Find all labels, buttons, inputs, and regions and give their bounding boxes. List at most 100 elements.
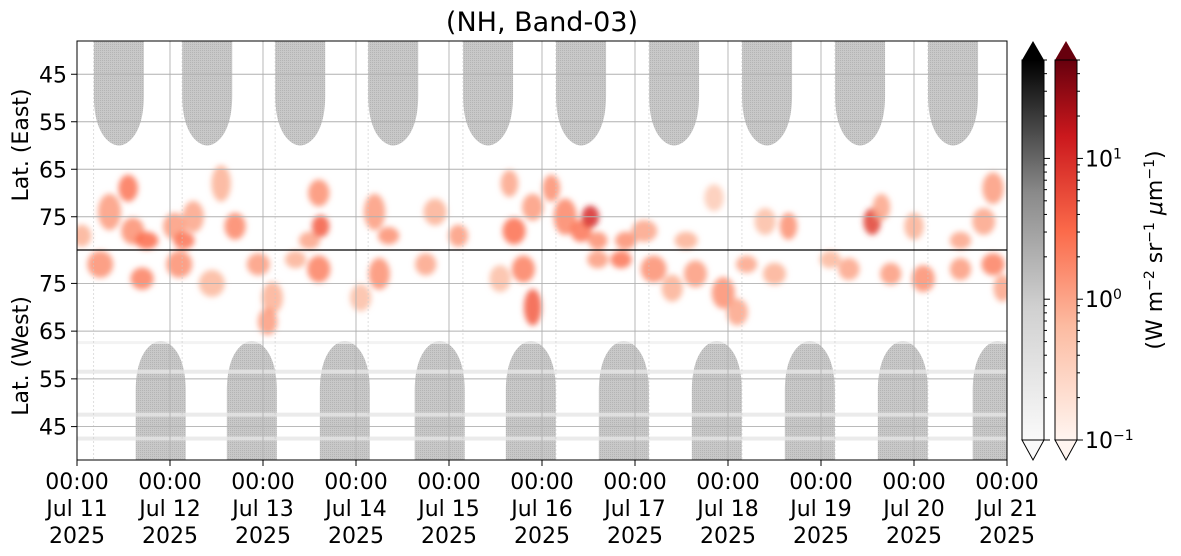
night-blocks-upper bbox=[93, 41, 979, 146]
intensity-blob bbox=[298, 231, 321, 250]
x-tick-label: 00:00 bbox=[417, 470, 480, 495]
intensity-blob bbox=[661, 274, 683, 302]
intensity-blob bbox=[523, 288, 542, 326]
x-tick-label: 00:00 bbox=[975, 470, 1038, 495]
intensity-blob bbox=[872, 193, 891, 221]
x-tick-label: 00:00 bbox=[603, 470, 666, 495]
intensity-blob bbox=[224, 212, 246, 240]
intensity-blob bbox=[711, 277, 735, 309]
intensity-blob bbox=[368, 257, 390, 290]
intensity-blob bbox=[135, 231, 159, 250]
x-tick-label: Jul 19 bbox=[788, 497, 852, 522]
intensity-blob bbox=[610, 250, 632, 269]
chart-title: (NH, Band-03) bbox=[446, 7, 638, 38]
y-tick-label: 65 bbox=[39, 320, 67, 345]
y-tick-label: 45 bbox=[39, 416, 67, 441]
intensity-blob bbox=[981, 253, 1005, 276]
colorbar-reds-extend-top bbox=[1055, 41, 1077, 60]
intensity-blob bbox=[972, 208, 996, 235]
intensity-blob bbox=[284, 250, 307, 269]
intensity-blob bbox=[448, 224, 469, 247]
intensity-blob bbox=[982, 172, 1004, 205]
y-tick-label: 75 bbox=[39, 272, 67, 297]
intensity-blob bbox=[173, 231, 195, 250]
intensity-blob bbox=[779, 212, 798, 240]
night-block bbox=[835, 41, 886, 146]
intensity-blob bbox=[415, 253, 437, 276]
night-block bbox=[556, 41, 607, 146]
night-block bbox=[972, 341, 1007, 460]
intensity-blobs bbox=[77, 165, 1007, 336]
x-tick-label: 00:00 bbox=[510, 470, 573, 495]
x-tick-label: 2025 bbox=[328, 524, 384, 549]
intensity-blob bbox=[704, 184, 724, 212]
intensity-blob bbox=[588, 231, 608, 250]
y-label-upper: Lat. (East) bbox=[9, 89, 34, 202]
intensity-blob bbox=[726, 298, 748, 326]
night-block bbox=[182, 41, 233, 146]
intensity-blob bbox=[542, 174, 561, 202]
night-block bbox=[135, 341, 186, 460]
x-tick-label: 2025 bbox=[607, 524, 663, 549]
intensity-blob bbox=[130, 267, 154, 290]
intensity-blob bbox=[489, 265, 511, 293]
night-block bbox=[691, 341, 742, 460]
colorbar-label: (W m−2 sr−1 μm−1) bbox=[1142, 150, 1168, 349]
colorbar-reds-extend-bottom bbox=[1054, 439, 1078, 462]
colorbar-tick-label: 101 bbox=[1085, 146, 1122, 172]
x-tick-label: 00:00 bbox=[696, 470, 759, 495]
intensity-blob bbox=[587, 250, 609, 269]
colorbar-reds bbox=[1054, 41, 1083, 462]
colorbar-greys-extend-bottom bbox=[1021, 439, 1045, 462]
x-tick-label: 2025 bbox=[886, 524, 942, 549]
night-block bbox=[598, 341, 649, 460]
colorbar-tick-label: 100 bbox=[1085, 287, 1122, 313]
intensity-blob bbox=[993, 274, 1007, 302]
colorbar-reds-body bbox=[1054, 59, 1078, 441]
night-block bbox=[784, 341, 835, 460]
intensity-blob bbox=[880, 262, 902, 286]
night-block bbox=[928, 41, 979, 146]
x-tick-label: Jul 20 bbox=[881, 497, 945, 522]
night-block bbox=[505, 341, 556, 460]
intensity-blob bbox=[97, 193, 122, 231]
night-block bbox=[93, 41, 144, 146]
intensity-blob bbox=[674, 231, 698, 250]
night-block bbox=[275, 41, 326, 146]
intensity-blob bbox=[261, 281, 283, 314]
colorbar-greys-extend-top bbox=[1022, 41, 1044, 60]
x-tick-label: Jul 21 bbox=[974, 497, 1038, 522]
x-tick-label: Jul 12 bbox=[137, 497, 201, 522]
intensity-blob bbox=[502, 217, 526, 245]
intensity-blob bbox=[500, 170, 519, 197]
x-tick-label: 00:00 bbox=[324, 470, 387, 495]
y-tick-label: 65 bbox=[39, 158, 67, 183]
colorbar-tick-labels: 101 100 10−1 bbox=[1085, 146, 1134, 454]
x-tick-label: Jul 17 bbox=[602, 497, 666, 522]
intensity-blob bbox=[308, 179, 330, 207]
y-ticks-upper: 45 55 65 75 bbox=[39, 63, 77, 231]
x-tick-label: Jul 16 bbox=[509, 497, 573, 522]
intensity-blob bbox=[735, 255, 758, 274]
y-tick-label: 55 bbox=[39, 111, 67, 136]
intensity-blob bbox=[423, 198, 447, 226]
night-block bbox=[742, 41, 793, 146]
intensity-blob bbox=[87, 250, 114, 278]
night-block bbox=[368, 41, 419, 146]
intensity-blob bbox=[683, 260, 708, 288]
x-tick-label: 00:00 bbox=[45, 470, 108, 495]
intensity-blob bbox=[77, 224, 92, 247]
intensity-blob bbox=[377, 227, 400, 245]
x-tick-label: 00:00 bbox=[138, 470, 201, 495]
x-tick-label: Jul 15 bbox=[416, 497, 480, 522]
x-tick-label: 2025 bbox=[793, 524, 849, 549]
x-tick-label: 2025 bbox=[514, 524, 570, 549]
x-tick-label: 2025 bbox=[979, 524, 1035, 549]
x-tick-label: 2025 bbox=[49, 524, 105, 549]
x-tick-label: Jul 13 bbox=[230, 497, 294, 522]
x-tick-label: 00:00 bbox=[789, 470, 852, 495]
y-ticks-lower: 75 65 55 45 bbox=[39, 272, 77, 441]
x-tick-label: Jul 11 bbox=[44, 497, 108, 522]
intensity-blob bbox=[631, 219, 658, 243]
